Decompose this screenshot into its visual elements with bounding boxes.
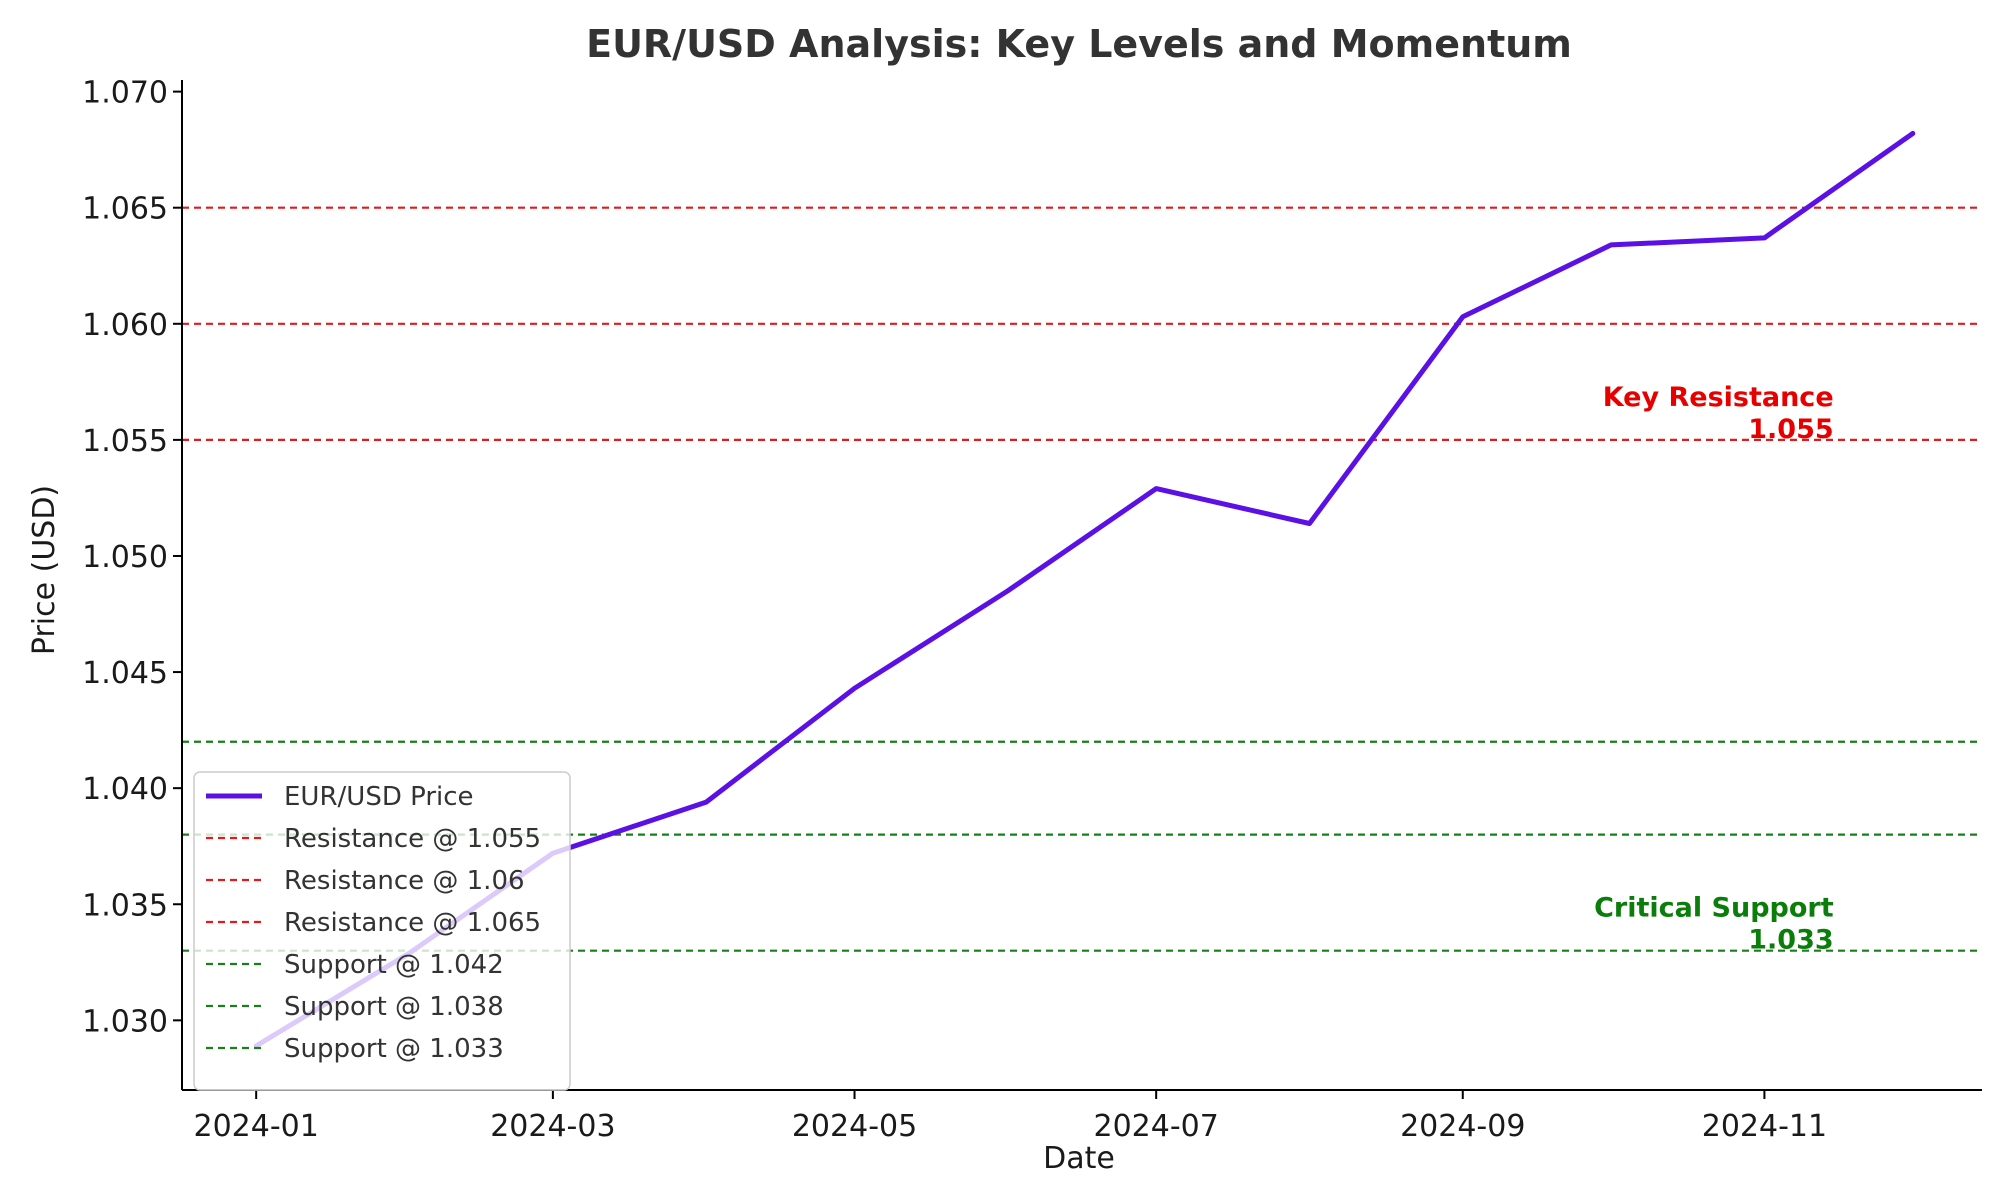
axes: 1.030 1.035 1.040 1.045 1.050 1.055 1.060 1.065… bbox=[82, 76, 1982, 1144]
legend-label: Support @ 1.038 bbox=[284, 992, 504, 1022]
y-tick-label: 1.070 bbox=[82, 76, 168, 111]
x-tick-label: 2024-09 bbox=[1400, 1109, 1525, 1144]
legend-label: Resistance @ 1.06 bbox=[284, 866, 525, 896]
legend-label: Resistance @ 1.055 bbox=[284, 824, 541, 854]
y-tick-label: 1.055 bbox=[82, 424, 168, 459]
y-tick-label: 1.060 bbox=[82, 308, 168, 343]
y-tick-label: 1.035 bbox=[82, 888, 168, 923]
legend-box bbox=[193, 771, 571, 1091]
legend-label: Support @ 1.042 bbox=[284, 950, 504, 980]
legend-label: Resistance @ 1.065 bbox=[284, 908, 541, 938]
legend-label: Support @ 1.033 bbox=[284, 1034, 504, 1064]
y-tick-label: 1.065 bbox=[82, 192, 168, 227]
x-tick-label: 2024-03 bbox=[490, 1109, 615, 1144]
legend: EUR/USD Price Resistance @ 1.055 Resistanc… bbox=[193, 771, 571, 1091]
y-tick-label: 1.050 bbox=[82, 540, 168, 575]
y-tick-label: 1.045 bbox=[82, 656, 168, 691]
annotations: Key Resistance 1.055 Critical Support 1.033 bbox=[1594, 382, 1834, 956]
x-tick-label: 2024-11 bbox=[1702, 1109, 1827, 1144]
legend-label: EUR/USD Price bbox=[284, 782, 474, 812]
x-tick-label: 2024-07 bbox=[1093, 1109, 1218, 1144]
y-tick-label: 1.030 bbox=[82, 1004, 168, 1039]
annotation-1: Critical Support 1.033 bbox=[1594, 893, 1834, 956]
annotation-0: Key Resistance 1.055 bbox=[1603, 382, 1834, 445]
x-axis-title: Date bbox=[1043, 1141, 1115, 1176]
y-tick-label: 1.040 bbox=[82, 772, 168, 807]
chart-title: EUR/USD Analysis: Key Levels and Momentu… bbox=[586, 22, 1572, 66]
x-tick-label: 2024-05 bbox=[792, 1109, 917, 1144]
y-axis-title: Price (USD) bbox=[27, 485, 62, 655]
x-tick-label: 2024-01 bbox=[193, 1109, 318, 1144]
